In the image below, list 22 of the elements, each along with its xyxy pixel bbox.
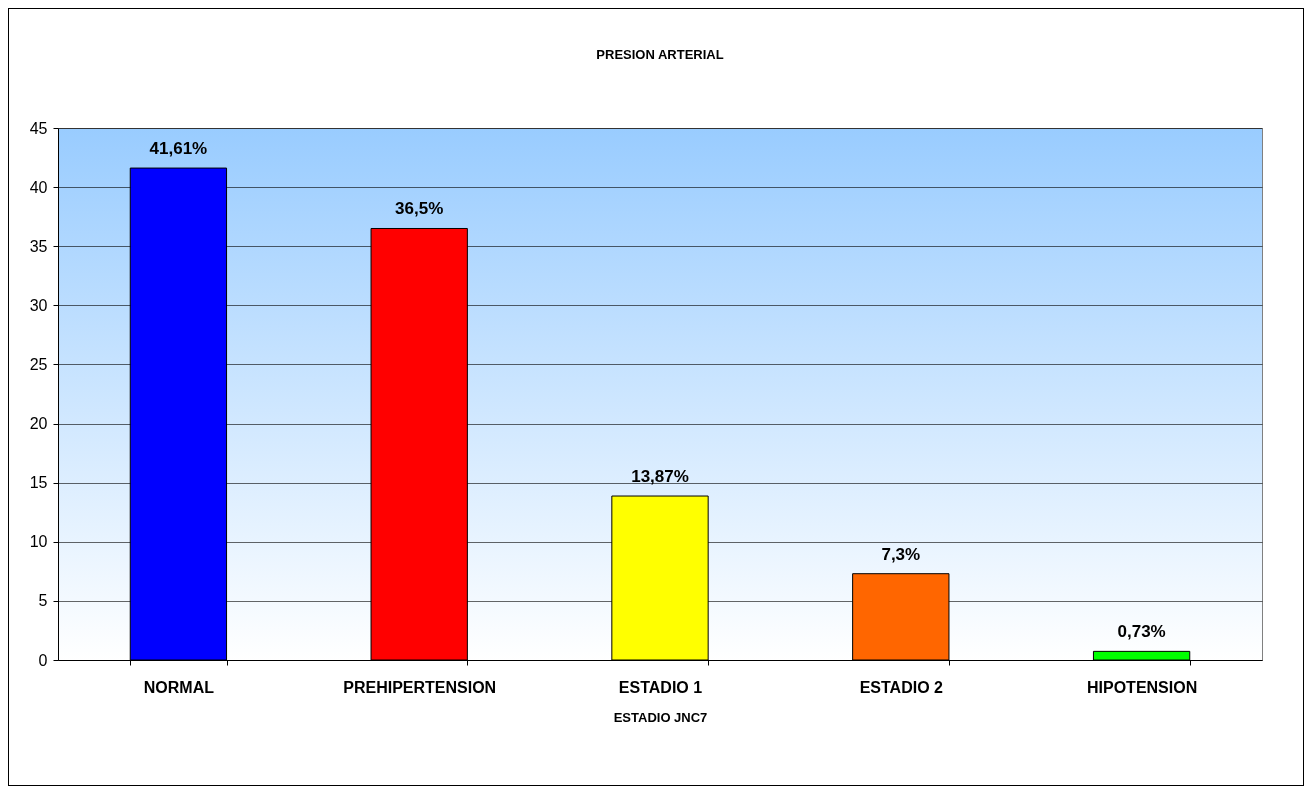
y-tick-label: 35 — [29, 237, 48, 255]
data-label: 36,5% — [395, 199, 444, 219]
x-tick-label: ESTADIO 2 — [859, 678, 944, 696]
y-tick-label: 5 — [38, 592, 48, 610]
x-tick-label: PREHIPERTENSION — [343, 678, 497, 696]
x-tick-label: ESTADIO 1 — [618, 678, 703, 696]
y-tick-label: 25 — [29, 355, 48, 373]
data-label: 0,73% — [1117, 622, 1166, 642]
x-tick-label: HIPOTENSION — [1086, 678, 1198, 696]
y-tick-label: 15 — [29, 474, 48, 492]
data-label: 41,61% — [149, 139, 208, 159]
y-tick-label: 20 — [29, 415, 48, 433]
y-tick-label: 10 — [29, 533, 48, 551]
y-tick-label: 45 — [29, 119, 48, 137]
y-tick-label: 30 — [29, 296, 48, 314]
chart-title: PRESION ARTERIAL — [596, 47, 724, 62]
x-axis-title: ESTADIO JNC7 — [613, 709, 708, 725]
data-label: 13,87% — [631, 467, 689, 487]
y-tick-label: 0 — [38, 651, 48, 669]
data-label: 7,3% — [881, 544, 921, 564]
y-tick-label: 40 — [29, 178, 48, 196]
x-tick-label: NORMAL — [143, 678, 215, 696]
